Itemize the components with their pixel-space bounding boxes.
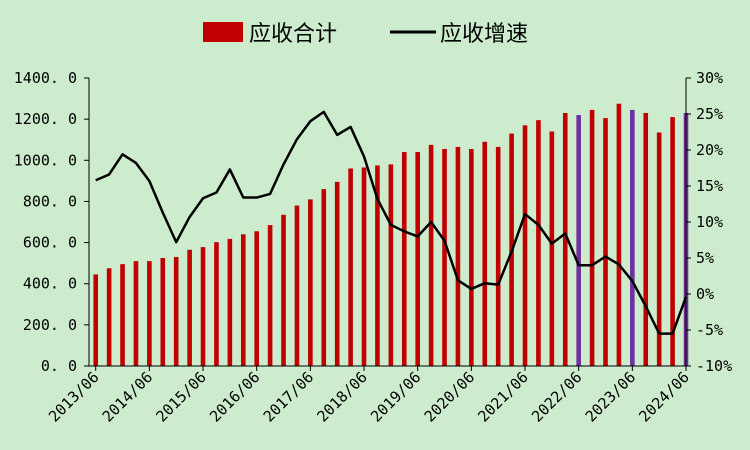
legend-label-line: 应收增速 — [440, 22, 528, 47]
bar-24 — [415, 152, 420, 366]
bar-3 — [133, 261, 139, 366]
bar-14 — [281, 214, 286, 366]
bar-20 — [361, 167, 367, 366]
x-tick-label-6: 2019/06 — [367, 368, 424, 425]
bar-22 — [388, 164, 394, 366]
bar-26 — [442, 148, 447, 366]
bar-35 — [562, 112, 568, 366]
legend-label-bar: 应收合计 — [249, 22, 337, 47]
y-left-tick-label-2: 400. 0 — [23, 275, 77, 293]
y-left-tick-label-7: 1400. 0 — [14, 69, 77, 87]
legend-swatch-bar — [203, 22, 243, 42]
bar-6 — [173, 256, 179, 366]
bar-17 — [321, 189, 327, 366]
y-left-tick-label-0: 0. 0 — [41, 357, 77, 375]
y-right-tick-label-7: 25% — [696, 105, 723, 123]
bar-19 — [348, 168, 353, 366]
bar-33 — [536, 120, 541, 366]
bar-18 — [334, 181, 340, 366]
x-tick-label-5: 2018/06 — [313, 368, 370, 425]
bar-10 — [227, 238, 233, 366]
y-right-tick-label-3: 5% — [696, 249, 714, 267]
bar-0 — [93, 274, 99, 366]
x-tick-label-1: 2014/06 — [99, 368, 156, 425]
bar-29 — [482, 141, 488, 366]
y-right-tick-label-0: -10% — [696, 357, 732, 375]
bar-39 — [616, 103, 622, 367]
y-right-tick-label-8: 30% — [696, 69, 723, 87]
y-left-tick-label-6: 1200. 0 — [14, 110, 77, 128]
bar-1 — [106, 268, 112, 366]
x-tick-label-8: 2021/06 — [474, 368, 531, 425]
bar-21 — [375, 165, 380, 366]
tick-labels: 0. 0 200. 0 400. 0 600. 0 800. 0 1000. 0 1200.… — [14, 69, 732, 426]
bar-30 — [495, 146, 501, 366]
x-tick-label-0: 2013/06 — [45, 368, 102, 425]
y-right-tick-label-5: 15% — [696, 177, 723, 195]
legend: 应收合计 应收增速 — [203, 22, 528, 47]
bar-43 — [670, 117, 675, 366]
y-right-tick-label-2: 0% — [696, 285, 714, 303]
x-tick-label-2: 2015/06 — [152, 368, 209, 425]
bar-series — [93, 103, 689, 367]
bar-7 — [187, 249, 192, 366]
x-tick-label-4: 2017/06 — [260, 368, 317, 425]
bar-25 — [428, 144, 434, 366]
bar-41 — [643, 112, 649, 366]
bar-4 — [147, 261, 152, 366]
axes — [84, 77, 691, 371]
y-left-tick-label-5: 1000. 0 — [14, 151, 77, 169]
y-left-tick-label-1: 200. 0 — [23, 316, 77, 334]
bar-23 — [401, 152, 407, 366]
bar-34 — [549, 131, 555, 366]
x-tick-label-10: 2023/06 — [582, 368, 639, 425]
y-left-tick-label-4: 800. 0 — [23, 192, 77, 210]
bar-36 — [576, 115, 581, 366]
bar-13 — [267, 225, 273, 366]
x-tick-label-3: 2016/06 — [206, 368, 263, 425]
x-tick-label-11: 2024/06 — [635, 368, 692, 425]
x-tick-label-7: 2020/06 — [421, 368, 478, 425]
bar-37 — [589, 109, 595, 366]
y-right-tick-label-4: 10% — [696, 213, 723, 231]
bar-15 — [294, 205, 300, 366]
y-right-tick-label-1: -5% — [696, 321, 723, 339]
line-series — [95, 110, 688, 335]
bar-16 — [308, 199, 313, 366]
bar-12 — [254, 231, 259, 366]
bar-40 — [630, 109, 635, 366]
bar-11 — [240, 234, 246, 366]
bar-32 — [522, 125, 528, 366]
bar-9 — [214, 242, 219, 366]
bar-27 — [455, 146, 461, 366]
bar-8 — [200, 247, 206, 366]
y-right-tick-label-6: 20% — [696, 141, 723, 159]
bar-42 — [656, 132, 662, 366]
x-tick-label-9: 2022/06 — [528, 368, 585, 425]
bar-5 — [160, 258, 166, 366]
bar-38 — [603, 118, 608, 366]
bar-2 — [120, 264, 125, 366]
bar-28 — [469, 148, 474, 366]
y-left-tick-label-3: 600. 0 — [23, 234, 77, 252]
